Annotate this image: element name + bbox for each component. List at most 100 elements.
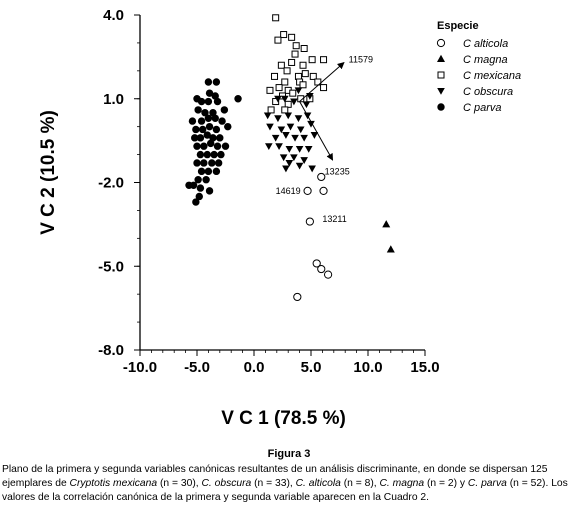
point-c-obscura [274,95,282,103]
x-tick-label: -10.0 [123,359,157,376]
point-c-alticola [293,292,302,302]
point-c-obscura [296,126,305,134]
point-c-alticola [305,217,314,226]
point-c-mexicana [288,58,296,66]
point-c-parva [192,198,200,206]
point-c-obscura [271,134,280,142]
x-axis-label: V C 1 (78.5 %) [221,408,346,429]
point-c-parva [188,117,197,125]
legend-label-c-parva: C parva [463,102,502,114]
point-c-obscura [291,134,299,142]
point-c-parva [213,142,222,150]
point-c-mexicana [272,98,280,106]
point-c-parva [191,134,199,142]
point-c-mexicana [300,45,308,52]
point-c-obscura [304,146,313,153]
figure-caption: Plano de la primera y segunda variables … [2,464,568,503]
point-c-mexicana [301,70,309,78]
point-c-parva [206,139,215,148]
point-c-parva [208,159,216,167]
point-c-obscura [307,120,315,128]
point-c-magna [382,220,391,228]
point-c-alticola [317,172,326,182]
point-c-mexicana [308,56,316,64]
legend-marker-c-obscura [437,88,445,95]
point-c-parva [194,176,202,184]
point-c-obscura [295,162,304,170]
point-c-parva [196,184,205,192]
x-tick-label: 0.0 [244,359,265,376]
point-c-obscura [263,112,272,120]
point-c-mexicana [309,72,317,80]
point-c-parva [205,89,214,97]
point-c-parva [218,117,226,125]
point-c-obscura [279,154,288,162]
point-c-obscura [302,101,311,109]
point-c-parva [213,97,222,106]
point-c-parva [204,97,213,106]
point-c-parva [217,150,225,159]
point-c-obscura [285,159,294,167]
point-c-parva [193,142,201,150]
point-c-parva [189,181,198,189]
point-c-parva [197,97,206,106]
point-c-parva [212,78,221,86]
point-c-mexicana [266,86,274,94]
point-c-parva [216,134,224,142]
point-c-obscura [308,165,316,173]
annotation-14619: 14619 [276,186,301,196]
y-tick-label: -5.0 [98,258,124,275]
point-c-parva [203,150,211,159]
annotation-13211: 13211 [322,214,346,224]
point-c-parva [211,92,219,100]
point-c-parva [192,125,200,134]
point-c-alticola [303,186,312,195]
point-c-obscura [275,143,283,151]
point-c-mexicana [267,106,275,114]
point-c-mexicana [283,67,291,75]
legend-label-c-magna: C magna [463,54,508,66]
point-c-parva [234,95,242,103]
point-c-parva [212,167,221,176]
point-c-mexicana [291,50,299,58]
legend-label-c-alticola: C alticola [463,38,508,50]
point-c-parva [201,109,209,117]
point-c-mexicana [292,42,300,50]
legend-title: Especie [437,20,479,32]
y-tick-label: 4.0 [103,7,124,24]
point-c-parva [212,125,221,134]
point-c-alticola [319,186,328,195]
point-c-obscura [282,165,290,173]
point-c-parva [221,142,230,150]
point-c-obscura [300,134,308,142]
y-tick-label: -8.0 [98,342,124,359]
point-c-mexicana [271,72,279,80]
x-tick-label: 15.0 [410,359,439,376]
legend-label-c-mexicana: C mexicana [463,70,521,82]
point-c-mexicana [288,33,296,41]
point-c-parva [205,122,214,131]
point-c-parva [210,150,218,159]
point-c-obscura [277,126,286,134]
point-c-parva [196,134,205,142]
point-c-mexicana [297,95,305,103]
y-axis-label: V C 2 (10.5 %) [38,110,59,235]
point-c-parva [204,114,213,122]
point-c-parva [209,134,217,142]
vector-arrow-11579 [299,61,345,102]
point-c-parva [220,106,229,114]
point-c-mexicana [299,61,307,69]
point-c-parva [224,122,232,131]
legend-marker-c-mexicana [437,71,445,79]
point-c-parva [200,142,208,150]
scatter-plot: 4.0 1.0 -2.0 -5.0 -8.0-10.0 -5.0 0.0 5.0 10.0 15.… [38,7,521,429]
point-c-alticola [312,259,321,268]
point-c-obscura [300,157,308,164]
point-c-obscura [285,146,294,153]
legend-label-c-obscura: C obscura [463,86,513,98]
point-c-alticola [324,270,333,279]
point-c-obscura [282,132,290,139]
legend-marker-c-magna [437,54,445,62]
point-c-obscura [294,87,303,95]
point-c-mexicana [289,89,297,97]
